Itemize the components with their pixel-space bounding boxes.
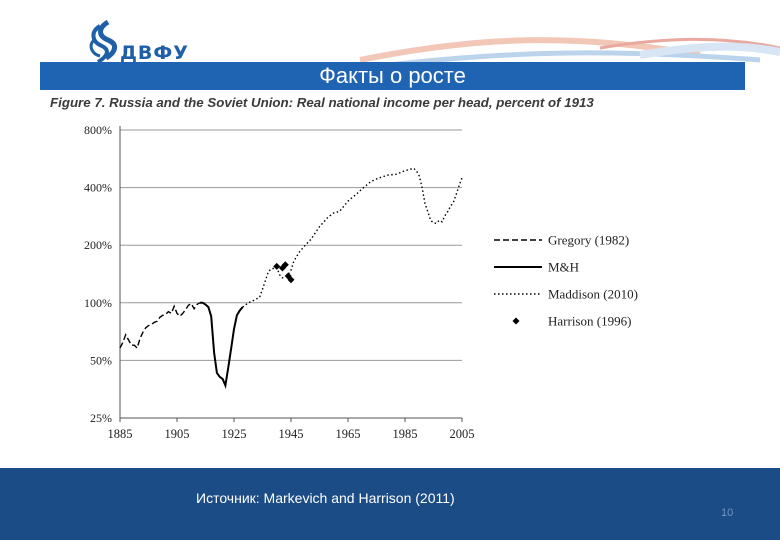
- legend-label-m-h: M&H: [548, 260, 579, 275]
- x-tick-label: 1925: [222, 427, 247, 441]
- source-note: Источник: Markevich and Harrison (2011): [196, 490, 455, 506]
- slide-title: Факты о росте: [319, 63, 466, 88]
- y-tick-label: 25%: [90, 411, 112, 425]
- legend-label-gregory-1982: Gregory (1982): [548, 233, 629, 248]
- figure-panel: Figure 7. Russia and the Soviet Union: R…: [42, 90, 742, 460]
- series-line-gregory-1982: [119, 302, 201, 350]
- y-tick-label: 100%: [84, 296, 112, 310]
- y-tick-label: 800%: [84, 123, 112, 137]
- data-point-harrison-1996: [273, 262, 281, 270]
- data-point-harrison-1996: [281, 261, 289, 269]
- y-tick-label: 200%: [84, 238, 112, 252]
- legend-marker-harrison-1996: [512, 317, 520, 325]
- logo-text: ДВФУ: [120, 42, 189, 64]
- chart-title: Figure 7. Russia and the Soviet Union: R…: [50, 95, 594, 110]
- y-tick-label: 400%: [84, 181, 112, 195]
- line-chart: 800% 400% 200% 100% 50% 25% 1885 1905 1925 1945 19…: [84, 123, 638, 441]
- legend-label-maddison-2010: Maddison (2010): [548, 287, 638, 302]
- x-tick-label: 1905: [165, 427, 190, 441]
- university-logo: [89, 19, 117, 64]
- x-tick-label: 1985: [393, 427, 418, 441]
- title-bar: Факты о росте: [40, 62, 745, 90]
- page-number: 10: [721, 507, 734, 519]
- x-tick-label: 1885: [108, 427, 133, 441]
- data-point-harrison-1996: [278, 264, 286, 272]
- x-tick-label: 1945: [279, 427, 304, 441]
- x-tick-label: 1965: [336, 427, 361, 441]
- y-tick-label: 50%: [90, 353, 112, 367]
- data-point-harrison-1996: [287, 276, 295, 284]
- x-tick-label: 2005: [450, 427, 475, 441]
- series-line-m-h: [199, 301, 244, 389]
- series-line-maddison-2010: [242, 167, 463, 308]
- footer-band: [0, 468, 780, 540]
- legend-label-harrison-1996: Harrison (1996): [548, 314, 631, 329]
